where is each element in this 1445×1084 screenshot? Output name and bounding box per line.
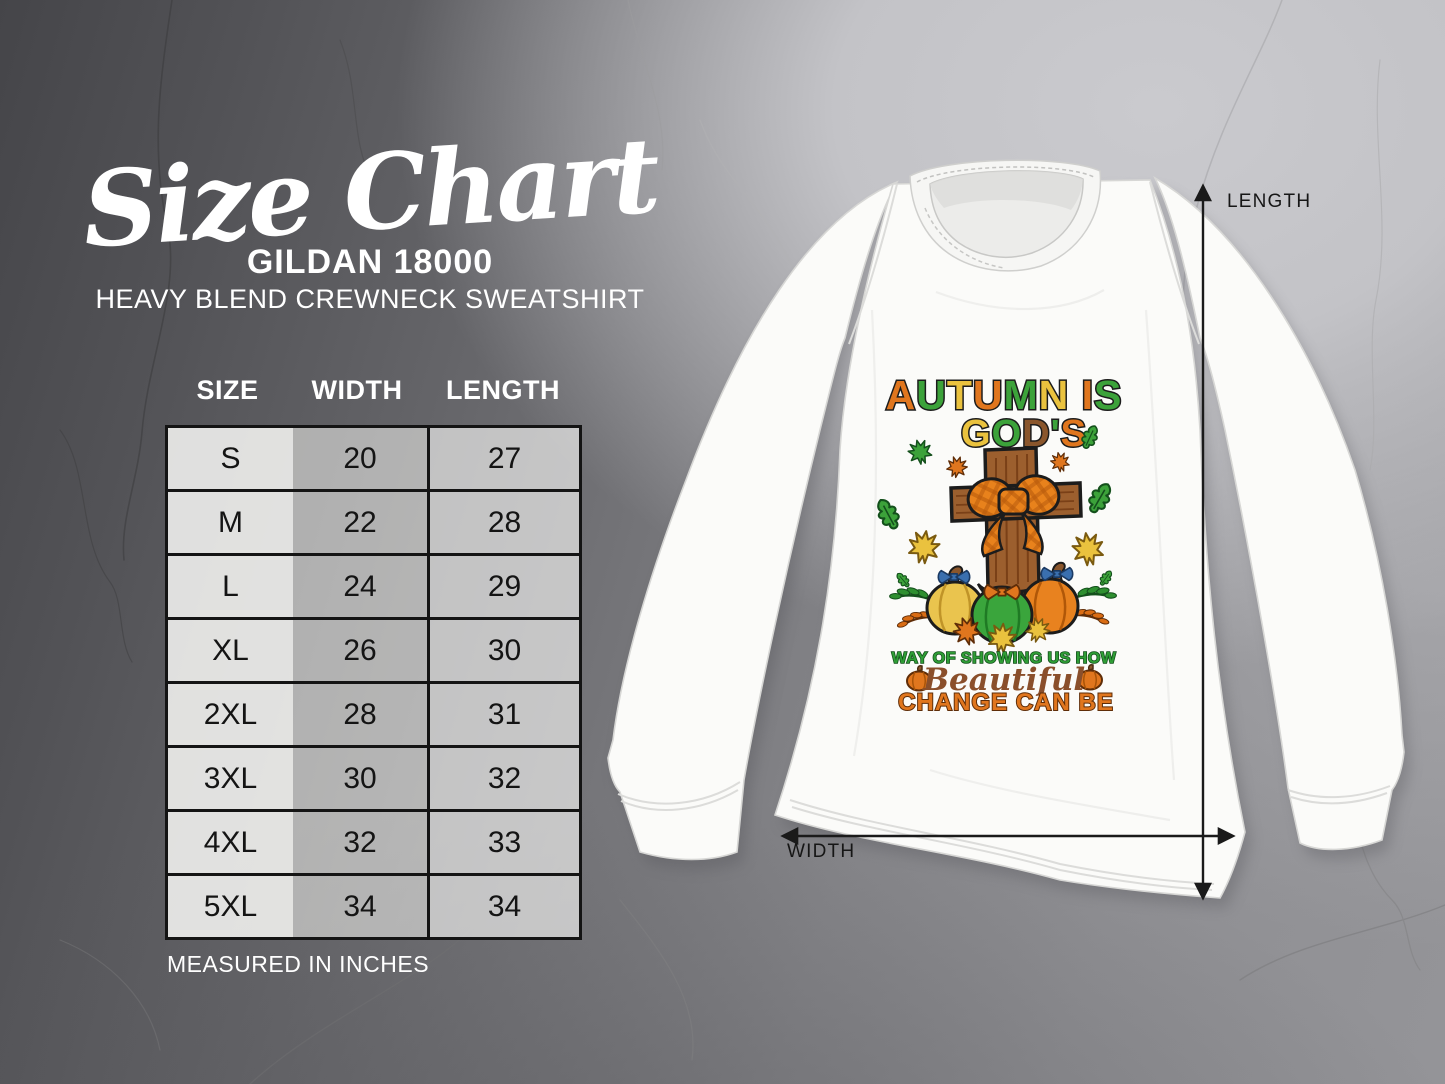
design-line4: Beautiful <box>922 662 1085 698</box>
column-header-size: SIZE <box>196 374 259 405</box>
design-bow <box>966 474 1061 558</box>
measurement-value: 30 <box>293 748 427 809</box>
measurement-value: 32 <box>427 748 579 809</box>
measurement-value: 34 <box>427 876 579 937</box>
table-footnote: MEASURED IN INCHES <box>167 951 430 977</box>
length-label: LENGTH <box>1227 191 1312 212</box>
size-label: L <box>168 556 293 617</box>
design-line5: CHANGE CAN BE <box>898 689 1114 716</box>
size-label: M <box>168 492 293 553</box>
measurement-value: 28 <box>427 492 579 553</box>
size-label: 2XL <box>168 684 293 745</box>
measurement-value: 31 <box>427 684 579 745</box>
measurement-value: 34 <box>293 876 427 937</box>
shirt-design: AUTUMN IS GOD'S <box>871 371 1123 717</box>
size-row-s: S 20 27 <box>168 428 579 489</box>
size-row-5xl: 5XL 34 34 <box>168 873 579 937</box>
measurement-value: 30 <box>427 620 579 681</box>
column-header-length: LENGTH <box>446 374 560 405</box>
size-row-l: L 24 29 <box>168 553 579 617</box>
measurement-value: 32 <box>293 812 427 873</box>
size-row-2xl: 2XL 28 31 <box>168 681 579 745</box>
product-name: GILDAN 18000 <box>246 243 494 281</box>
size-label: 5XL <box>168 876 293 937</box>
size-label: XL <box>168 620 293 681</box>
size-row-xl: XL 26 30 <box>168 617 579 681</box>
column-header-width: WIDTH <box>311 374 403 405</box>
product-subtitle: HEAVY BLEND CREWNECK SWEATSHIRT <box>95 284 645 314</box>
size-label: 4XL <box>168 812 293 873</box>
design-line3: WAY OF SHOWING US HOW <box>892 650 1117 667</box>
size-table-header: SIZE WIDTH LENGTH <box>165 372 582 408</box>
width-label: WIDTH <box>787 841 856 862</box>
measurement-value: 33 <box>427 812 579 873</box>
size-label: 3XL <box>168 748 293 809</box>
design-line1: AUTUMN IS <box>886 372 1123 418</box>
size-table: S 20 27 M 22 28 L 24 29 XL 26 30 2XL 28 31 3XL 30 32 4XL 32… <box>165 425 582 940</box>
measurement-value: 20 <box>293 428 427 489</box>
measurement-value: 24 <box>293 556 427 617</box>
measurement-value: 26 <box>293 620 427 681</box>
size-row-4xl: 4XL 32 33 <box>168 809 579 873</box>
measurement-value: 29 <box>427 556 579 617</box>
measurement-value: 22 <box>293 492 427 553</box>
size-row-3xl: 3XL 30 32 <box>168 745 579 809</box>
size-label: S <box>168 428 293 489</box>
measurement-value: 28 <box>293 684 427 745</box>
measurement-value: 27 <box>427 428 579 489</box>
shirt-body <box>607 159 1405 899</box>
size-row-m: M 22 28 <box>168 489 579 553</box>
